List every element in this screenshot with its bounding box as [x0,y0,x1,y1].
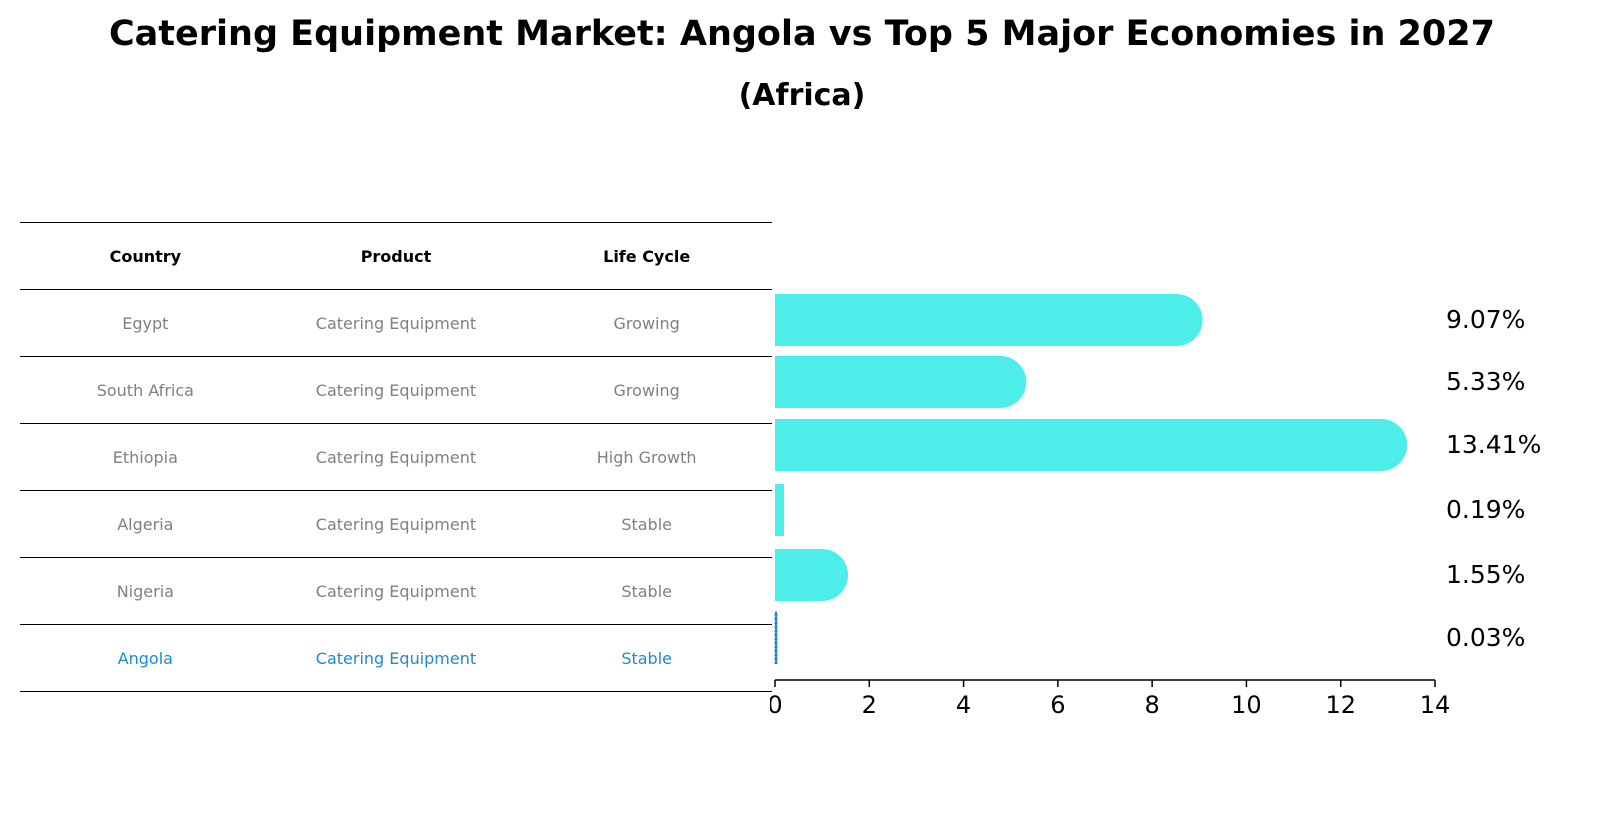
bar-value-label: 9.07% [1446,305,1525,334]
cell-product: Catering Equipment [270,490,522,558]
x-tick-label: 2 [862,691,877,719]
bar-value-label: 0.03% [1446,623,1525,652]
table-row: South Africa Catering Equipment Growing [20,356,772,424]
table-row: Nigeria Catering Equipment Stable [20,557,772,625]
x-tick-label: 0 [770,691,783,719]
chart-title: Catering Equipment Market: Angola vs Top… [109,14,1495,54]
bar-nigeria [775,549,849,601]
cell-life-cycle: Growing [521,289,772,357]
x-tick-label: 14 [1420,691,1451,719]
bar-chart: 9.07% 5.33% 13.41% 0.19% 1.55% 0.03% 0 2 4 6 8 10 12… [770,294,1541,719]
cell-country: Angola [20,624,271,692]
cell-product: Catering Equipment [270,557,522,625]
table-row: Egypt Catering Equipment Growing [20,289,772,357]
cell-product: Catering Equipment [270,624,522,692]
cell-product: Catering Equipment [270,356,522,424]
cell-life-cycle: High Growth [521,423,772,491]
cell-life-cycle: Stable [521,624,772,692]
cell-country: Ethiopia [20,423,271,491]
cell-product: Catering Equipment [270,289,522,357]
bar-ethiopia [775,419,1408,471]
bar-value-label: 1.55% [1446,560,1525,589]
cell-product: Catering Equipment [270,423,522,491]
cell-life-cycle: Growing [521,356,772,424]
bar-south-africa [775,356,1027,408]
cell-country: Egypt [20,289,271,357]
x-tick-label: 6 [1050,691,1065,719]
bar-value-label: 13.41% [1446,430,1541,459]
header-country: Country [20,222,271,290]
cell-country: Nigeria [20,557,271,625]
bar-algeria [775,484,784,536]
bar-value-label: 0.19% [1446,495,1525,524]
cell-country: South Africa [20,356,271,424]
cell-country: Algeria [20,490,271,558]
bar-value-label: 5.33% [1446,367,1525,396]
header-product: Product [270,222,522,290]
table-header-row: Country Product Life Cycle [20,222,772,290]
cell-life-cycle: Stable [521,557,772,625]
bar-egypt [775,294,1203,346]
bar-angola [774,611,778,665]
cell-life-cycle: Stable [521,490,772,558]
x-tick-label: 10 [1231,691,1262,719]
x-tick-label: 8 [1145,691,1160,719]
table-row-highlight: Angola Catering Equipment Stable [20,624,772,692]
header-life-cycle: Life Cycle [521,222,772,290]
table-row: Ethiopia Catering Equipment High Growth [20,423,772,491]
chart-subtitle: (Africa) [738,78,866,113]
table-row: Algeria Catering Equipment Stable [20,490,772,558]
x-tick-label: 4 [956,691,971,719]
data-table: Country Product Life Cycle Egypt Caterin… [20,222,772,692]
x-tick-label: 12 [1325,691,1356,719]
